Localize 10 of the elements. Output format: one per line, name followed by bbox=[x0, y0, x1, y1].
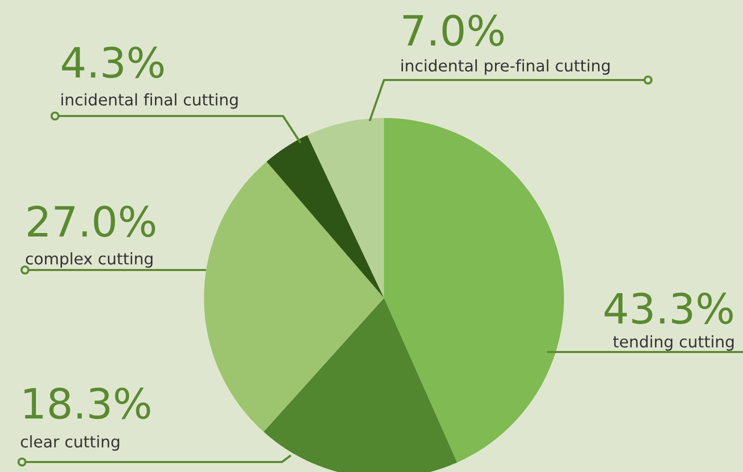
data-label: 7.0% bbox=[403, 14, 504, 46]
slice-label: incidental pre-final cutting bbox=[402, 59, 610, 75]
slice-label: incidental final cutting bbox=[62, 93, 238, 109]
slice-label: complex cutting bbox=[26, 252, 152, 268]
data-label: 4.3% bbox=[62, 46, 164, 78]
data-label: 18.3% bbox=[24, 388, 150, 420]
slice-label: tending cutting bbox=[613, 335, 734, 351]
data-label: 27.0% bbox=[28, 206, 156, 238]
slice-label: clear cutting bbox=[20, 435, 120, 451]
data-label: 43.3% bbox=[604, 292, 733, 324]
